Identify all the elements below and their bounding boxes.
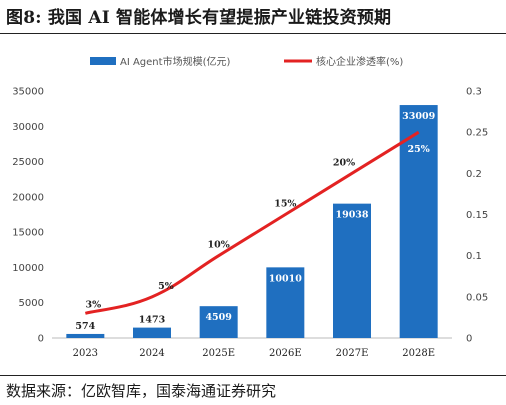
penetration-line — [84, 130, 420, 315]
y-right-tick-label: 0.3 — [466, 87, 482, 98]
legend-line-label: 核心企业渗透率(%) — [316, 55, 403, 68]
y-right-tick-label: 0.2 — [466, 169, 482, 180]
y-left-tick-label: 30000 — [12, 122, 44, 133]
axes: 0 5000 10000 15000 20000 25000 30000 35000 0 0.05… — [12, 87, 488, 360]
bar-value-label: 574 — [75, 321, 95, 332]
bar — [266, 267, 305, 338]
title-divider — [0, 33, 506, 34]
y-left-tick-label: 35000 — [12, 87, 44, 98]
x-tick-label: 2024 — [139, 348, 164, 359]
source-note: 数据来源：亿欧智库，国泰海通证券研究 — [6, 382, 277, 400]
chart: AI Agent市场规模(亿元) 核心企业渗透率(%) 0 5000 10000 15… — [12, 55, 488, 360]
line-value-label: 15% — [274, 199, 296, 210]
bar — [66, 333, 105, 338]
line-value-label: 25% — [408, 144, 430, 155]
y-left-tick-label: 20000 — [12, 192, 44, 203]
y-left-tick-label: 0 — [38, 334, 44, 345]
x-tick-label: 2023 — [73, 348, 98, 359]
bar-value-label: 4509 — [205, 312, 232, 323]
bar — [399, 105, 438, 338]
line-layer — [84, 130, 420, 315]
y-left-tick-label: 10000 — [12, 263, 44, 274]
x-tick-label: 2025E — [202, 348, 235, 359]
bars — [66, 105, 438, 338]
data-labels: 574 1473 4509 10010 19038 33009 3% 5% 10% 15% 20% 2… — [75, 111, 435, 332]
bar-value-label: 33009 — [402, 111, 435, 122]
bar — [199, 306, 238, 338]
y-left-tick-label: 15000 — [12, 228, 44, 239]
y-right-tick-label: 0.25 — [466, 128, 488, 139]
legend-bar-label: AI Agent市场规模(亿元) — [120, 55, 230, 68]
bar-value-label: 19038 — [335, 210, 368, 221]
legend: AI Agent市场规模(亿元) 核心企业渗透率(%) — [90, 55, 403, 68]
legend-bar-swatch — [90, 57, 116, 65]
bar — [133, 327, 171, 338]
y-left-tick-label: 25000 — [12, 157, 44, 168]
line-value-label: 10% — [208, 240, 230, 251]
bar-value-label: 1473 — [139, 315, 165, 326]
source-divider — [0, 375, 506, 376]
x-tick-label: 2028E — [402, 348, 435, 359]
y-right-tick-label: 0 — [466, 334, 472, 345]
y-right-tick-label: 0.05 — [466, 292, 488, 303]
x-tick-label: 2027E — [336, 348, 369, 359]
line-value-label: 20% — [333, 157, 355, 168]
bar — [333, 203, 371, 338]
y-right-tick-label: 0.15 — [466, 210, 488, 221]
y-right-tick-label: 0.1 — [466, 251, 482, 262]
line-value-label: 5% — [158, 281, 174, 292]
line-value-label: 3% — [86, 299, 102, 310]
x-tick-label: 2026E — [269, 348, 302, 359]
y-left-tick-label: 5000 — [19, 298, 44, 309]
bar-value-label: 10010 — [269, 273, 302, 284]
figure-title: 图8: 我国 AI 智能体增长有望提振产业链投资预期 — [6, 8, 392, 28]
